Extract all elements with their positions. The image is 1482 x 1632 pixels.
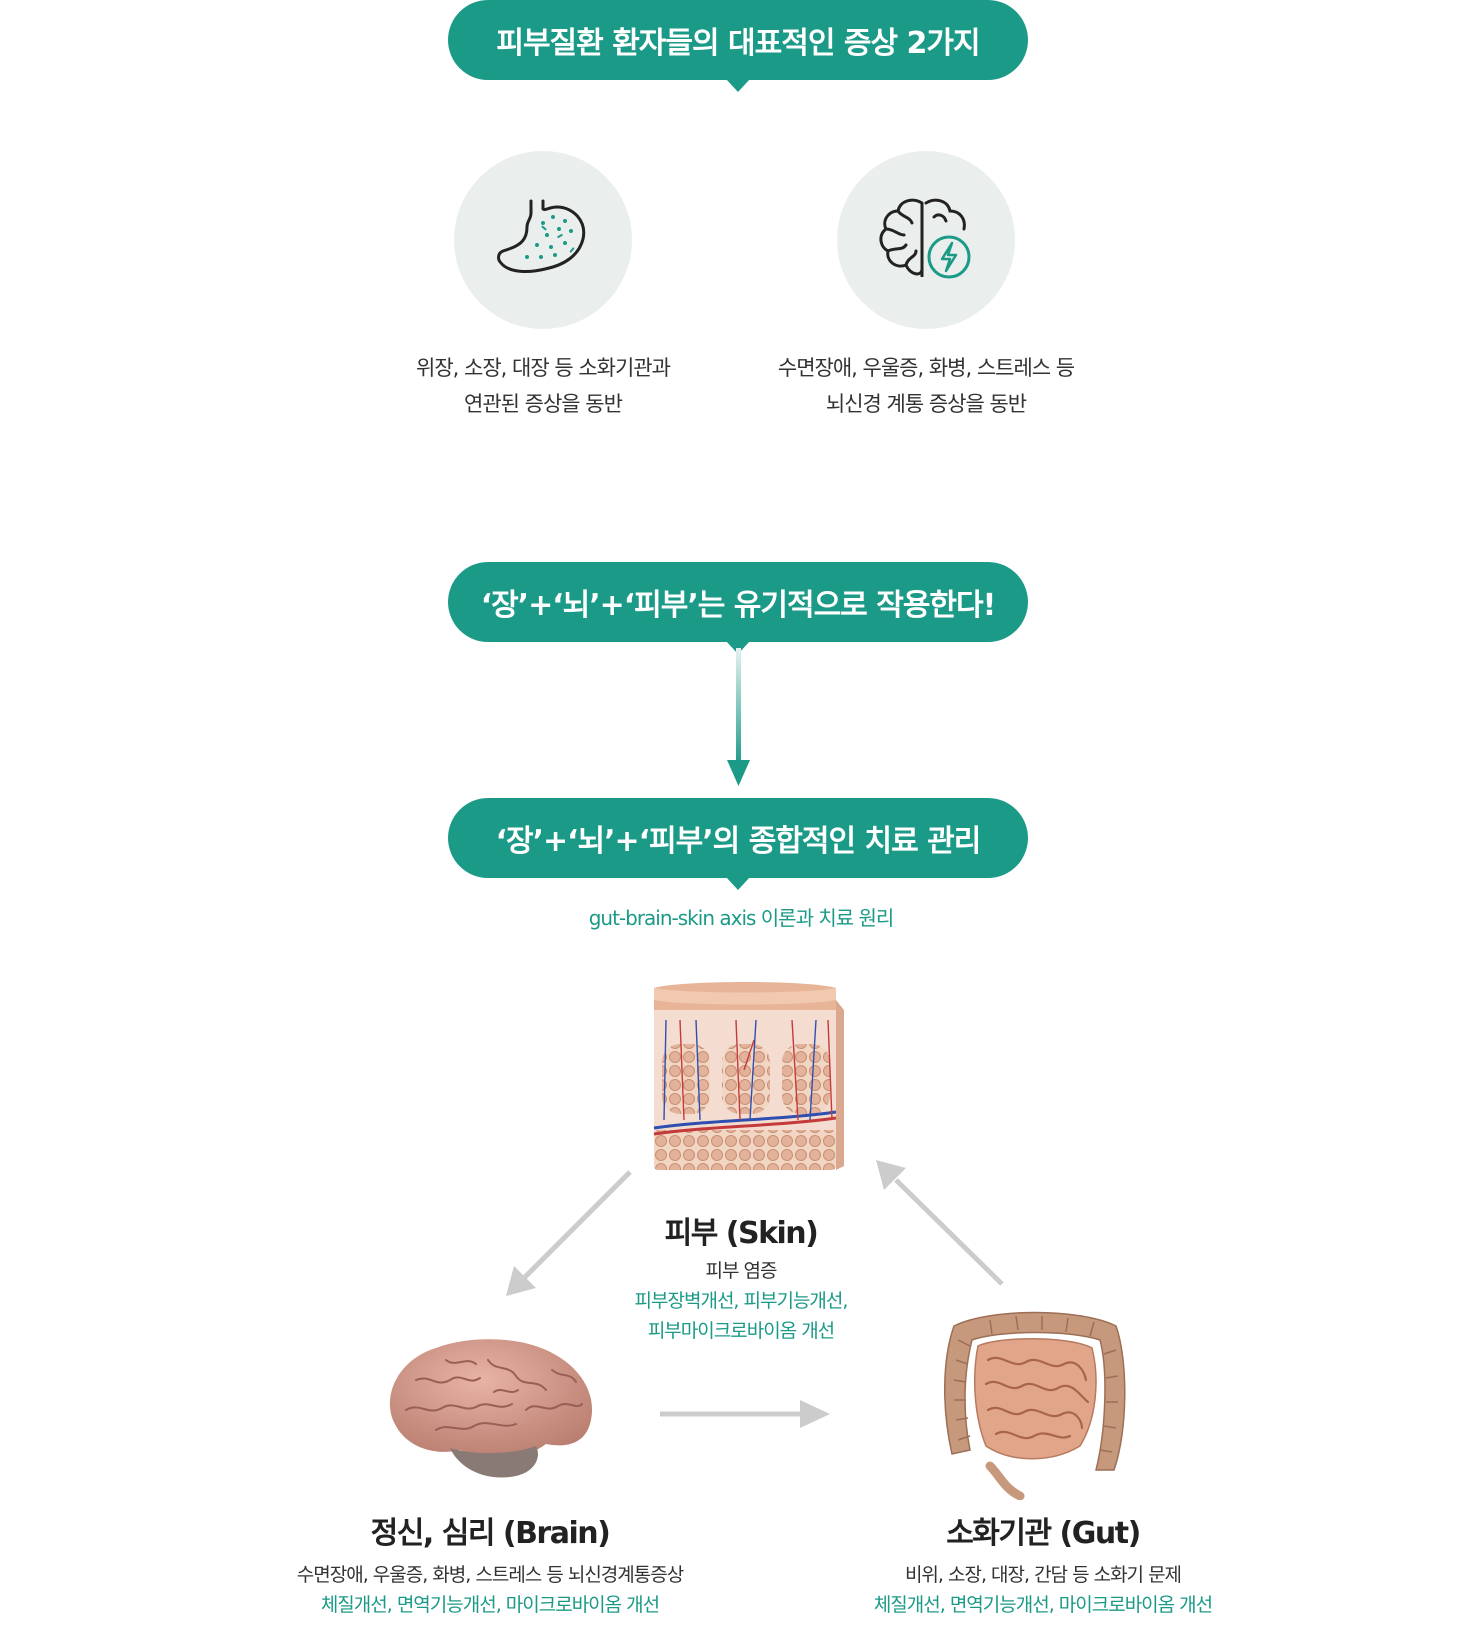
skin-title: 피부 (Skin): [664, 1216, 819, 1251]
stomach-symptom-line1: 위장, 소장, 대장 등 소화기관과: [416, 356, 671, 380]
brain-bolt-icon: [879, 198, 971, 279]
brain-illustration: [389, 1339, 593, 1478]
down-arrow: [727, 648, 750, 786]
skin-line3: 피부마이크로바이옴 개선: [647, 1320, 835, 1342]
axis-subtitle: gut-brain-skin axis 이론과 치료 원리: [588, 906, 895, 930]
brain-line2: 체질개선, 면역기능개선, 마이크로바이옴 개선: [320, 1594, 660, 1616]
stomach-icon: [497, 199, 586, 273]
stomach-symptom-line2: 연관된 증상을 동반: [464, 392, 623, 416]
gut-illustration: [944, 1311, 1126, 1500]
treatment-heading: ‘장’+‘뇌’+‘피부’의 종합적인 치료 관리: [495, 824, 982, 859]
brain-title: 정신, 심리 (Brain): [370, 1516, 611, 1551]
skin-line1: 피부 염증: [705, 1260, 778, 1282]
gut-line2: 체질개선, 면역기능개선, 마이크로바이옴 개선: [873, 1594, 1213, 1616]
gut-line1: 비위, 소장, 대장, 간담 등 소화기 문제: [904, 1564, 1182, 1586]
gut-title: 소화기관 (Gut): [946, 1516, 1141, 1551]
symptoms-heading-pill: 피부질환 환자들의 대표적인 증상 2가지: [448, 0, 1028, 92]
gut-description: 비위, 소장, 대장, 간담 등 소화기 문제 체질개선, 면역기능개선, 마이…: [793, 1560, 1293, 1620]
stomach-icon-circle: [454, 151, 632, 329]
brain-to-gut-arrow: [660, 1400, 830, 1428]
brain-icon-circle: [837, 151, 1015, 329]
organic-heading: ‘장’+‘뇌’+‘피부’는 유기적으로 작용한다!: [480, 588, 997, 623]
stomach-symptom-text: 위장, 소장, 대장 등 소화기관과 연관된 증상을 동반: [343, 350, 743, 422]
skin-illustration: [653, 982, 844, 1170]
brain-symptom-text: 수면장애, 우울증, 화병, 스트레스 등 뇌신경 계통 증상을 동반: [726, 350, 1126, 422]
brain-symptom-line1: 수면장애, 우울증, 화병, 스트레스 등: [777, 356, 1075, 380]
skin-line2: 피부장벽개선, 피부기능개선,: [634, 1290, 849, 1312]
brain-description: 수면장애, 우울증, 화병, 스트레스 등 뇌신경계통증상 체질개선, 면역기능…: [240, 1560, 740, 1620]
treatment-heading-pill: ‘장’+‘뇌’+‘피부’의 종합적인 치료 관리: [448, 798, 1028, 890]
brain-line1: 수면장애, 우울증, 화병, 스트레스 등 뇌신경계통증상: [296, 1564, 684, 1586]
brain-symptom-line2: 뇌신경 계통 증상을 동반: [825, 392, 1027, 416]
organic-heading-pill: ‘장’+‘뇌’+‘피부’는 유기적으로 작용한다!: [448, 562, 1028, 654]
skin-description: 피부 염증 피부장벽개선, 피부기능개선, 피부마이크로바이옴 개선: [541, 1256, 941, 1346]
symptoms-heading: 피부질환 환자들의 대표적인 증상 2가지: [496, 26, 980, 61]
